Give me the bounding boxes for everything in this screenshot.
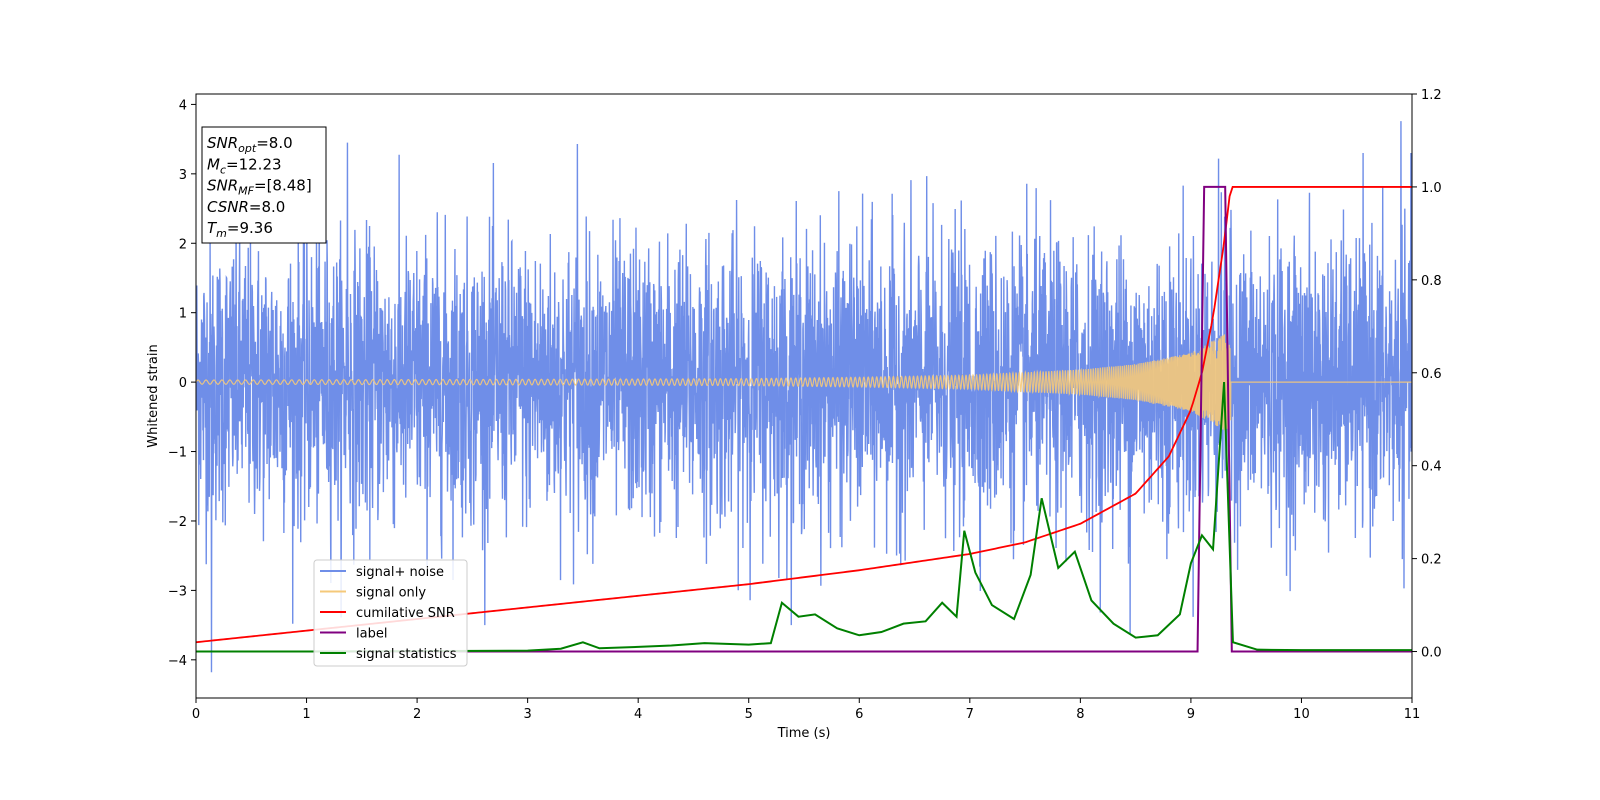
x-tick-label: 4 [634,707,642,722]
y-axis-label: Whitened strain [146,344,161,447]
info-line: CSNR=8.0 [207,198,285,216]
y-tick-label-left: −3 [168,584,187,599]
series-signal-statistics-line [196,381,1412,653]
x-tick-label: 1 [302,707,310,722]
legend-label: cumilative SNR [356,606,455,621]
y-tick-label-right: 0.6 [1421,367,1442,382]
x-tick-label: 7 [966,707,974,722]
series-signal-only-line [196,334,1412,433]
y-tick-label-left: 4 [179,98,187,113]
axes: 0 1 2 3 4 5 6 7 8 9 10 11 −4 −3 −2 −1 0 1 2 3 4 0.0 0.2 0.4 0.6 0… [168,88,1442,722]
x-tick-label: 0 [192,707,200,722]
legend-label: signal+ noise [356,565,444,580]
y-tick-label-left: 0 [179,376,187,391]
y-tick-label-left: 2 [179,237,187,252]
x-tick-label: 11 [1404,707,1421,722]
y-tick-label-right: 0.4 [1421,460,1442,475]
legend-frame [313,559,468,667]
x-tick-label: 8 [1076,707,1084,722]
legend: signal+ noise signal only cumilative SNR la… [313,559,468,667]
legend-label: label [356,627,387,642]
info-line: Tm=9.36 [207,219,273,240]
legend-label: signal statistics [356,647,457,662]
x-tick-label: 5 [745,707,753,722]
x-axis-label: Time (s) [777,726,831,741]
y-tick-label-left: −1 [168,446,187,461]
y-tick-label-right: 1.2 [1421,88,1442,103]
y-tick-label-left: −4 [168,654,187,669]
info-box-frame [201,126,327,244]
y-tick-label-left: −2 [168,515,187,530]
info-line: Mc=12.23 [207,155,282,176]
x-tick-label: 6 [855,707,863,722]
y-tick-label-right: 1.0 [1421,181,1442,196]
y-tick-label-left: 1 [179,307,187,322]
series-label-line [196,185,1412,653]
axes-frame [195,93,1413,699]
legend-label: signal only [356,586,426,601]
y-tick-label-right: 0.2 [1421,553,1442,568]
y-tick-label-right: 0.0 [1421,646,1442,661]
x-tick-label: 3 [523,707,531,722]
x-tick-label: 10 [1293,707,1310,722]
x-tick-label: 9 [1187,707,1195,722]
info-line: SNRMF=[8.48] [207,177,312,198]
x-tick-label: 2 [413,707,421,722]
y-tick-label-right: 0.8 [1421,274,1442,289]
info-line: SNRopt=8.0 [207,134,293,155]
y-tick-label-left: 3 [179,168,187,183]
